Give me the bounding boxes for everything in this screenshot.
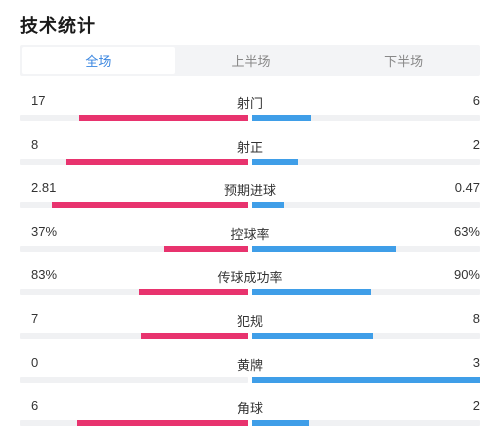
tab-full-match[interactable]: 全场 xyxy=(22,47,175,74)
home-bar xyxy=(65,158,248,165)
home-track xyxy=(20,202,248,209)
away-bar xyxy=(252,289,371,296)
stat-label: 射门 xyxy=(236,97,263,112)
away-value: 8 xyxy=(472,310,480,326)
away-track xyxy=(252,376,480,383)
away-value: 90% xyxy=(453,267,480,283)
home-track xyxy=(20,245,248,252)
away-bar xyxy=(252,245,396,252)
page-title: 技术统计 xyxy=(20,16,96,37)
away-value: 0.47 xyxy=(454,180,480,196)
home-value: 8 xyxy=(31,136,39,152)
stat-label: 预期进球 xyxy=(223,184,276,200)
stats-list: 17 射门 6 8 射正 2 2.81 预期进球 0.47 37% 控球率 63… xyxy=(0,89,500,438)
home-track xyxy=(20,376,248,383)
home-track xyxy=(20,332,248,339)
stat-label: 角球 xyxy=(236,402,263,418)
away-value: 6 xyxy=(472,93,480,108)
home-bar xyxy=(138,289,248,296)
home-track xyxy=(20,420,248,427)
stat-row-corners: 6 角球 2 xyxy=(0,394,500,438)
stat-row-shots: 17 射门 6 xyxy=(0,89,500,133)
away-track xyxy=(252,332,480,339)
stat-label: 控球率 xyxy=(230,227,270,243)
away-value: 3 xyxy=(472,354,480,370)
away-track xyxy=(252,289,480,296)
stat-row-pass-accuracy: 83% 传球成功率 90% xyxy=(0,263,500,307)
home-value: 83% xyxy=(31,267,58,283)
home-track xyxy=(20,289,248,296)
away-track xyxy=(252,245,480,252)
away-track xyxy=(252,202,480,209)
home-value: 7 xyxy=(31,310,39,326)
stat-label: 黄牌 xyxy=(236,358,263,374)
stat-row-fouls: 7 犯规 8 xyxy=(0,307,500,351)
stat-label: 传球成功率 xyxy=(217,271,283,287)
home-bar xyxy=(51,202,248,209)
home-bar xyxy=(163,245,248,252)
stat-row-yellow-cards: 0 黄牌 3 xyxy=(0,351,500,395)
away-value: 2 xyxy=(472,398,480,414)
away-track xyxy=(252,420,480,427)
home-value: 2.81 xyxy=(31,180,57,196)
away-bar xyxy=(252,158,298,165)
away-bar xyxy=(252,115,312,121)
tab-second-half[interactable]: 下半场 xyxy=(384,55,424,70)
period-tabs: 全场 上半场 下半场 xyxy=(20,45,480,76)
stat-row-shots-on-target: 8 射正 2 xyxy=(0,133,500,177)
home-value: 17 xyxy=(31,93,46,108)
tab-first-half[interactable]: 上半场 xyxy=(231,55,271,70)
away-bar xyxy=(252,202,284,209)
away-bar xyxy=(252,420,309,427)
home-bar xyxy=(79,115,248,121)
stat-label: 犯规 xyxy=(236,314,263,330)
home-value: 37% xyxy=(31,223,58,239)
home-track xyxy=(20,115,248,121)
stat-label: 射正 xyxy=(236,140,263,156)
home-value: 0 xyxy=(31,354,39,370)
home-value: 6 xyxy=(31,398,39,414)
home-track xyxy=(20,158,248,165)
home-bar xyxy=(140,332,248,339)
away-value: 2 xyxy=(472,136,480,152)
away-bar xyxy=(252,332,373,339)
away-bar xyxy=(252,376,480,383)
away-track xyxy=(252,158,480,165)
stat-row-expected-goals: 2.81 预期进球 0.47 xyxy=(0,176,500,220)
away-value: 63% xyxy=(453,223,480,239)
home-bar xyxy=(77,420,248,427)
stat-row-possession: 37% 控球率 63% xyxy=(0,220,500,264)
away-track xyxy=(252,115,480,121)
